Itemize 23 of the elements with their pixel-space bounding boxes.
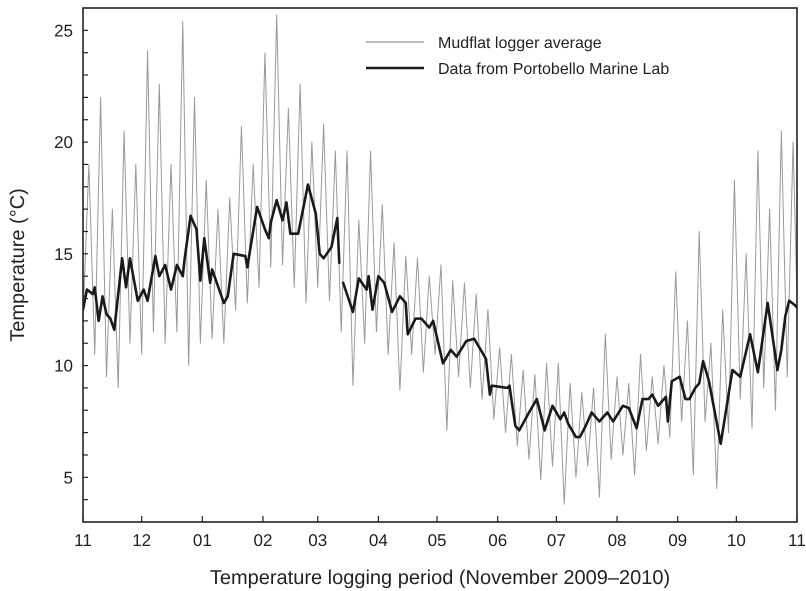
x-tick-label: 04: [368, 531, 388, 550]
y-tick-label: 5: [64, 468, 73, 488]
y-tick-label: 10: [54, 356, 73, 376]
x-tick-label: 09: [668, 531, 688, 550]
line-series: [83, 14, 797, 505]
x-axis-title: Temperature logging period (November 2009–2010): [210, 567, 670, 589]
x-tick-label: 01: [192, 531, 212, 550]
legend-label: Data from Portobello Marine Lab: [438, 61, 670, 78]
x-tick-label: 06: [488, 531, 508, 550]
x-tick-label: 10: [726, 531, 746, 550]
x-tick-label: 02: [254, 531, 272, 550]
x-tick-label: 03: [308, 531, 328, 550]
x-tick-label: 07: [546, 531, 566, 550]
x-tick-label: 11: [788, 531, 806, 550]
legend-label: Mudflat logger average: [438, 35, 602, 52]
x-tick-label: 05: [428, 531, 447, 550]
y-tick-label: 20: [54, 133, 73, 152]
y-tick-label: 25: [54, 21, 73, 40]
x-tick-label: 11: [74, 531, 92, 550]
x-tick-label: 12: [132, 531, 152, 550]
x-tick-label: 08: [608, 531, 626, 550]
y-tick-label: 15: [54, 244, 73, 264]
y-axis-title: Temperature (°C): [7, 188, 29, 342]
